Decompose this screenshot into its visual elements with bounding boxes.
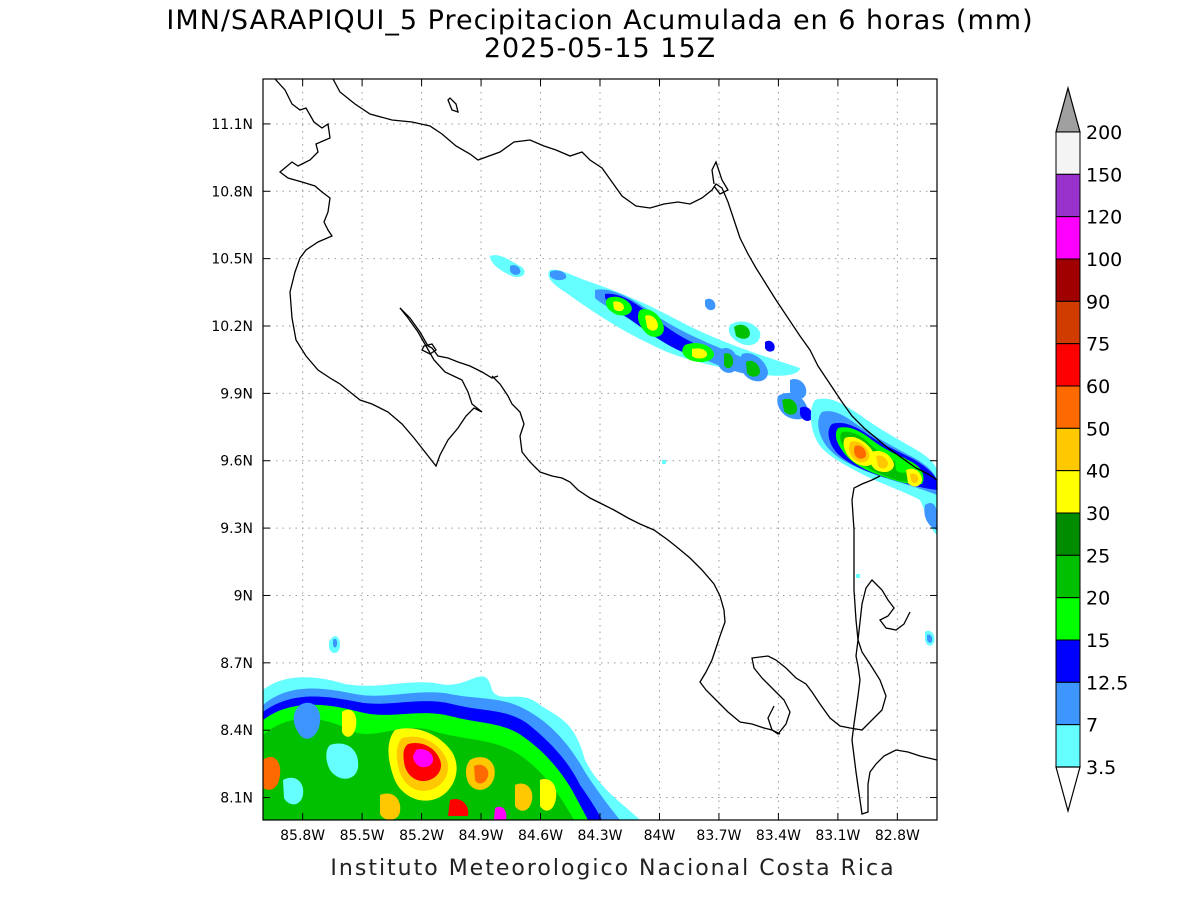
footer-credit: Instituto Meteorologico Nacional Costa R… bbox=[330, 856, 896, 881]
colorbar-level-label: 90 bbox=[1086, 291, 1110, 313]
coastline-northwest bbox=[274, 79, 483, 468]
colorbar-underflow-triangle bbox=[1055, 766, 1081, 814]
colorbar-level-label: 30 bbox=[1086, 503, 1110, 525]
colorbar-level-label: 100 bbox=[1086, 249, 1122, 271]
coastline bbox=[274, 79, 937, 815]
coastline-panama-chiriqui bbox=[851, 579, 937, 815]
colorbar-swatch bbox=[1055, 300, 1081, 345]
colorbar-level-label: 25 bbox=[1086, 545, 1110, 567]
colorbar-swatch bbox=[1055, 343, 1081, 387]
lon-tick-label: 82.8W bbox=[875, 828, 920, 844]
colorbar-swatch bbox=[1055, 512, 1081, 556]
lon-tick-label: 83.1W bbox=[815, 828, 860, 844]
colorbar-level-label: 50 bbox=[1086, 418, 1110, 440]
lon-tick-label: 84.6W bbox=[518, 828, 563, 844]
colorbar: 200 150 120 100 90 75 60 50 40 30 25 20 15 12.5 7 3.5 bbox=[1055, 85, 1128, 814]
colorbar-swatch bbox=[1055, 470, 1081, 514]
colorbar-swatch bbox=[1055, 597, 1081, 641]
lat-tick-label: 11.1N bbox=[211, 117, 253, 133]
colorbar-swatch bbox=[1055, 724, 1081, 768]
lat-tick-label: 9.6N bbox=[220, 454, 253, 470]
lon-tick-label: 84.3W bbox=[577, 828, 622, 844]
lat-tick-label: 8.4N bbox=[220, 723, 253, 739]
rain-mass-southwest bbox=[263, 636, 640, 820]
map-subtitle: 2025-05-15 15Z bbox=[483, 33, 717, 64]
lon-tick-label: 85.5W bbox=[340, 828, 385, 844]
lon-tick-label: 83.4W bbox=[756, 828, 801, 844]
lat-tick-label: 10.5N bbox=[211, 252, 253, 268]
colorbar-swatch bbox=[1055, 258, 1081, 302]
lat-tick-label: 9.9N bbox=[220, 386, 253, 402]
colorbar-level-label: 200 bbox=[1086, 122, 1122, 144]
island-chira bbox=[421, 343, 437, 355]
colorbar-level-label: 3.5 bbox=[1086, 757, 1116, 779]
coastline-osa-detail bbox=[767, 705, 781, 735]
colorbar-level-label: 40 bbox=[1086, 461, 1110, 483]
lat-tick-label: 9N bbox=[234, 588, 253, 604]
colorbar-overflow-triangle bbox=[1055, 85, 1081, 133]
lat-tick-label: 8.7N bbox=[220, 656, 253, 672]
lat-tick-label: 8.1N bbox=[220, 791, 253, 807]
colorbar-level-label: 12.5 bbox=[1086, 672, 1128, 694]
colorbar-swatch bbox=[1055, 131, 1081, 175]
colorbar-level-label: 120 bbox=[1086, 207, 1122, 229]
colorbar-level-label: 15 bbox=[1086, 630, 1110, 652]
coastline-bocas-detail bbox=[711, 160, 729, 195]
lon-tick-label: 83.7W bbox=[696, 828, 741, 844]
lon-tick-label: 85.2W bbox=[399, 828, 444, 844]
map-title: IMN/SARAPIQUI_5 Precipitacion Acumulada … bbox=[166, 5, 1034, 36]
lon-tick-label: 84W bbox=[644, 828, 676, 844]
lat-tick-label: 10.8N bbox=[211, 184, 253, 200]
lat-tick-label: 9.3N bbox=[220, 521, 253, 537]
colorbar-level-label: 20 bbox=[1086, 588, 1110, 610]
precipitation-layer bbox=[263, 255, 937, 820]
coastline-nicaragua-lake bbox=[447, 97, 459, 113]
colorbar-level-label: 75 bbox=[1086, 334, 1110, 356]
colorbar-level-label: 60 bbox=[1086, 376, 1110, 398]
lat-tick-label: 10.2N bbox=[211, 319, 253, 335]
colorbar-swatch bbox=[1055, 385, 1081, 429]
colorbar-swatch bbox=[1055, 427, 1081, 472]
rain-band-northeast bbox=[490, 255, 937, 646]
colorbar-level-label: 7 bbox=[1086, 715, 1098, 737]
coastline-pacific bbox=[491, 375, 887, 735]
coastline-nicoya-gulf bbox=[399, 307, 499, 379]
colorbar-swatch bbox=[1055, 681, 1081, 726]
colorbar-swatch bbox=[1055, 554, 1081, 599]
lon-tick-label: 85.8W bbox=[280, 828, 325, 844]
colorbar-swatch bbox=[1055, 216, 1081, 260]
border-panama bbox=[851, 475, 881, 641]
lon-tick-label: 84.9W bbox=[459, 828, 504, 844]
colorbar-swatch bbox=[1055, 173, 1081, 218]
coastline-caribbean bbox=[332, 79, 937, 481]
map-axes: 85.8W 85.5W 85.2W 84.9W 84.6W 84.3W 84W 83.7W 83… bbox=[211, 79, 937, 844]
colorbar-level-label: 150 bbox=[1086, 164, 1122, 186]
colorbar-swatch bbox=[1055, 639, 1081, 683]
